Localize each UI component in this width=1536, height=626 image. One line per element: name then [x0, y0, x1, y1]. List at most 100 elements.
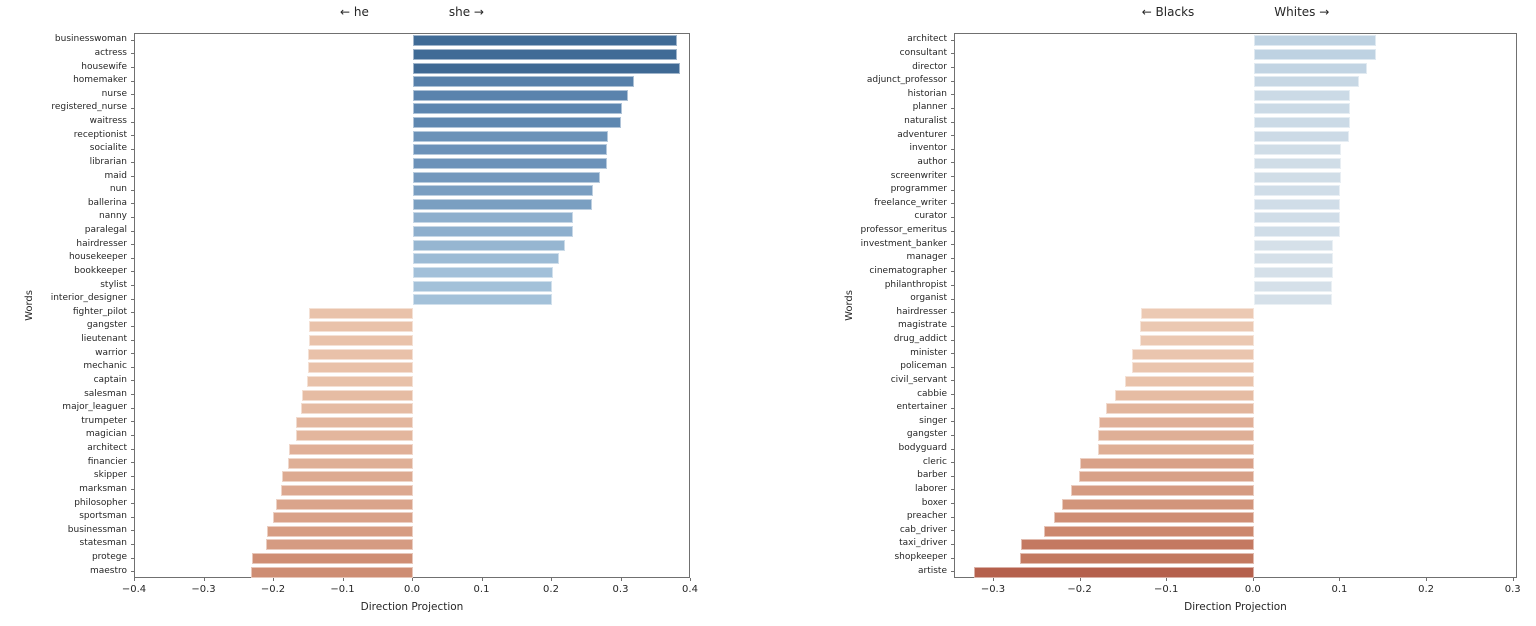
y-tick-label: shopkeeper [894, 552, 947, 563]
y-tick-mark [951, 285, 954, 287]
y-tick-label: philosopher [74, 497, 127, 508]
y-tick-mark [131, 298, 134, 300]
y-tick-label: curator [914, 211, 947, 222]
bar-screenwriter [1253, 171, 1342, 183]
y-tick-label: cab_driver [899, 524, 947, 535]
bar-philosopher [276, 498, 413, 510]
bar-waitress [413, 117, 621, 129]
bar-gangster [308, 321, 413, 333]
y-tick-mark [131, 203, 134, 205]
y-tick-label: gangster [86, 320, 127, 331]
bar-magistrate [1140, 321, 1254, 333]
chart-title: ← he she → [134, 5, 690, 19]
x-tick-label: −0.1 [1154, 584, 1179, 595]
bar-author [1253, 157, 1342, 169]
y-tick-label: magician [85, 429, 127, 440]
y-tick-label: entertainer [896, 402, 948, 413]
y-tick-label: major_leaguer [62, 402, 127, 413]
y-tick-label: artiste [918, 565, 947, 576]
y-tick-mark [131, 285, 134, 287]
bar-stylist [413, 280, 552, 292]
x-tick-mark [1252, 578, 1254, 581]
x-tick-label: 0.0 [1244, 584, 1261, 595]
y-tick-mark [131, 434, 134, 436]
y-tick-mark [131, 407, 134, 409]
y-tick-mark [131, 516, 134, 518]
y-tick-label: financier [87, 456, 127, 467]
y-tick-mark [951, 176, 954, 178]
y-tick-label: freelance_writer [874, 197, 947, 208]
y-tick-mark [131, 67, 134, 69]
y-tick-mark [951, 366, 954, 368]
y-tick-label: philanthropist [884, 279, 947, 290]
x-tick-mark [1426, 578, 1428, 581]
x-tick-mark [273, 578, 274, 581]
y-tick-mark [951, 94, 954, 96]
x-tick-mark [481, 578, 483, 581]
y-tick-mark [131, 325, 134, 327]
y-tick-label: registered_nurse [51, 102, 127, 113]
y-tick-mark [951, 230, 954, 232]
y-tick-label: businesswoman [54, 34, 127, 45]
bar-consultant [1253, 48, 1376, 60]
y-tick-mark [951, 475, 954, 477]
y-tick-label: housekeeper [68, 252, 127, 263]
x-tick-label: 0.4 [682, 584, 698, 595]
bar-major_leaguer [301, 403, 413, 415]
bar-architect [288, 444, 413, 456]
y-tick-label: architect [907, 34, 947, 45]
y-tick-label: captain [93, 374, 127, 385]
y-tick-mark [951, 216, 954, 218]
y-tick-label: nanny [99, 211, 127, 222]
y-tick-label: socialite [89, 143, 127, 154]
x-tick-mark [203, 578, 205, 581]
x-tick-mark [1079, 578, 1081, 581]
y-tick-label: bookkeeper [74, 265, 127, 276]
y-tick-label: barber [917, 470, 947, 481]
x-tick-label: 0.0 [404, 584, 420, 595]
y-tick-mark [131, 475, 134, 477]
x-tick-label: −0.2 [260, 584, 286, 595]
y-tick-mark [131, 489, 134, 491]
bar-magician [295, 430, 413, 442]
bar-shopkeeper [1019, 553, 1254, 565]
plot-area [954, 33, 1517, 578]
bar-cabbie [1115, 389, 1254, 401]
x-tick-mark [1339, 578, 1341, 581]
bar-historian [1253, 89, 1350, 101]
y-tick-mark [131, 462, 134, 464]
y-tick-mark [951, 53, 954, 55]
direction-label-right: she → [448, 5, 484, 19]
y-tick-mark [131, 148, 134, 150]
bar-planner [1253, 103, 1350, 115]
y-tick-mark [131, 543, 134, 545]
bar-trumpeter [296, 416, 413, 428]
y-tick-label: screenwriter [890, 170, 947, 181]
y-tick-mark [131, 189, 134, 191]
y-tick-label: historian [907, 88, 947, 99]
y-tick-label: adjunct_professor [866, 75, 947, 86]
bar-director [1253, 62, 1368, 74]
y-tick-mark [131, 394, 134, 396]
y-tick-mark [951, 530, 954, 532]
y-tick-mark [131, 39, 134, 41]
bar-entertainer [1105, 403, 1254, 415]
bar-registered_nurse [413, 103, 622, 115]
x-tick-label: −0.3 [191, 584, 216, 595]
y-tick-label: librarian [89, 156, 127, 167]
y-tick-label: hairdresser [896, 306, 947, 317]
y-tick-mark [951, 380, 954, 382]
y-tick-label: nurse [101, 88, 127, 99]
bar-freelance_writer [1253, 198, 1341, 210]
y-tick-mark [131, 353, 134, 355]
bar-receptionist [413, 130, 608, 142]
y-tick-label: paralegal [84, 225, 127, 236]
bar-adjunct_professor [1253, 76, 1359, 88]
y-tick-label: cinematographer [869, 265, 947, 276]
y-tick-mark [951, 203, 954, 205]
y-tick-mark [951, 189, 954, 191]
bar-fighter_pilot [309, 307, 413, 319]
y-tick-label: businessman [67, 524, 127, 535]
y-tick-label: protege [91, 552, 127, 563]
y-tick-label: fighter_pilot [72, 306, 127, 317]
